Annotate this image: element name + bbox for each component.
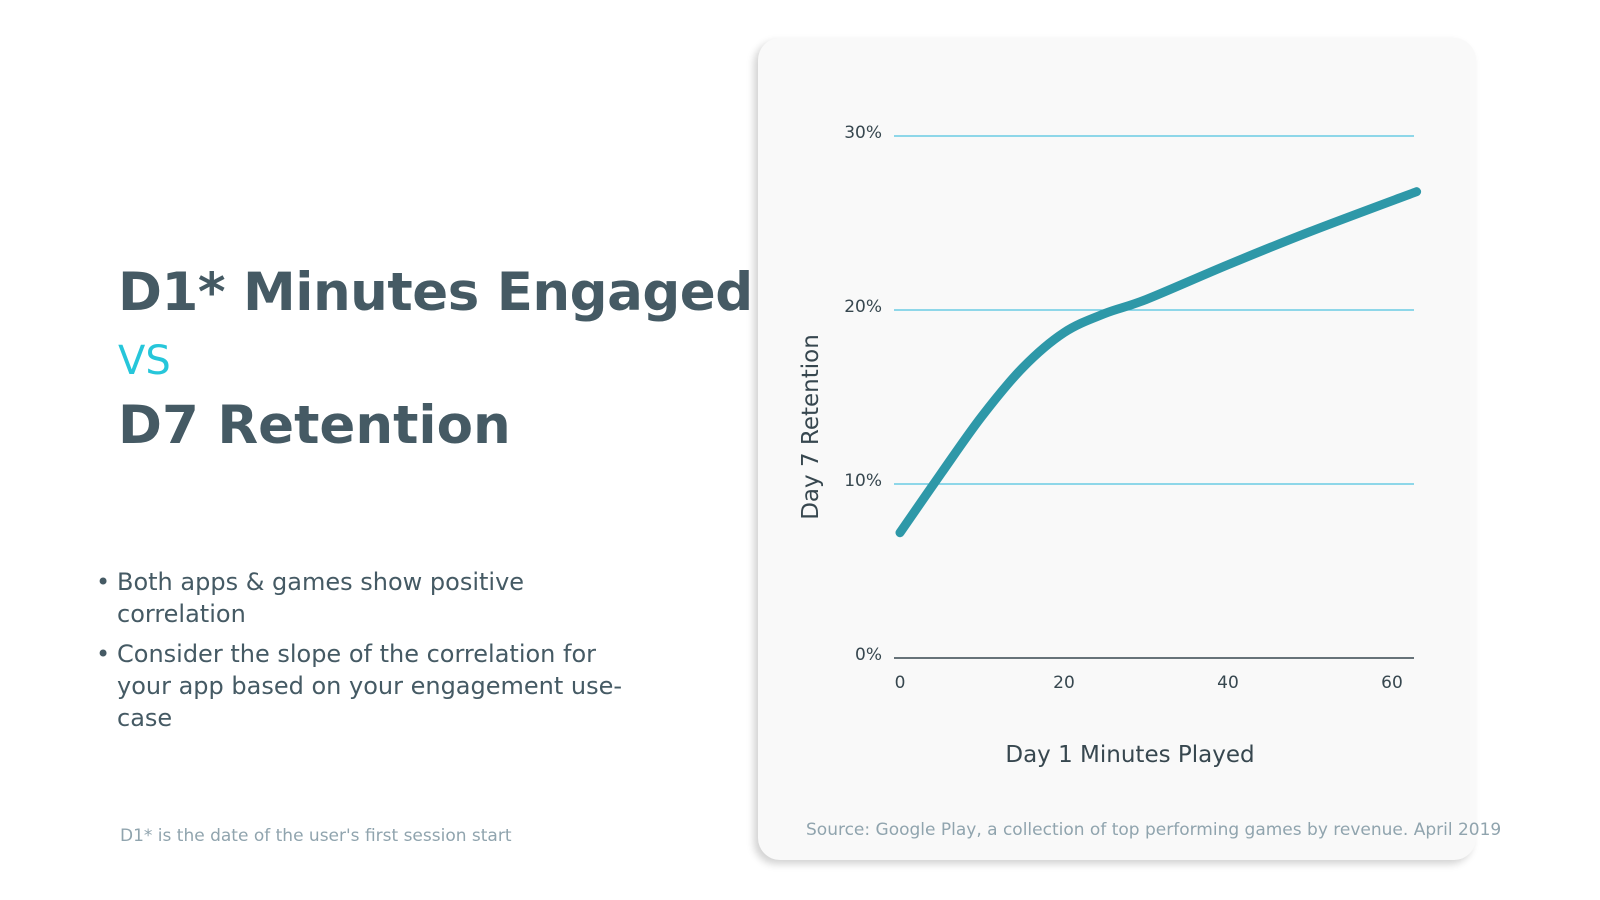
bullet-item: • Consider the slope of the correlation … bbox=[96, 638, 657, 734]
bullet-icon: • bbox=[96, 640, 111, 668]
bullet-icon: • bbox=[96, 568, 111, 596]
title-line-engaged: D1* Minutes Engaged bbox=[118, 262, 753, 323]
bullet-list: • Both apps & games show positive correl… bbox=[96, 566, 657, 742]
y-tick-label: 20% bbox=[844, 297, 882, 317]
y-tick-label: 0% bbox=[855, 645, 882, 665]
x-axis-label: Day 1 Minutes Played bbox=[1005, 742, 1254, 768]
footnote: D1* is the date of the user's first sess… bbox=[120, 826, 512, 846]
title-line-retention: D7 Retention bbox=[118, 395, 511, 456]
x-tick-label: 60 bbox=[1381, 673, 1403, 693]
title-vs: VS bbox=[118, 338, 171, 384]
line-chart: 0% 10% 20% 30% 0 20 40 60 Day 1 Minutes Played Da… bbox=[798, 123, 1422, 768]
x-tick-label: 40 bbox=[1217, 673, 1239, 693]
bullet-text: Consider the slope of the correlation fo… bbox=[117, 640, 623, 732]
bullet-item: • Both apps & games show positive correl… bbox=[96, 566, 657, 630]
source-note: Source: Google Play, a collection of top… bbox=[806, 820, 1502, 840]
y-tick-label: 10% bbox=[844, 471, 882, 491]
x-tick-label: 20 bbox=[1053, 673, 1075, 693]
x-tick-label: 0 bbox=[895, 673, 906, 693]
slide-title: D1* Minutes Engaged VS D7 Retention bbox=[118, 266, 753, 452]
chart-card: 0% 10% 20% 30% 0 20 40 60 Day 1 Minutes Played Da… bbox=[758, 38, 1501, 860]
y-tick-label: 30% bbox=[844, 123, 882, 143]
y-axis-label: Day 7 Retention bbox=[798, 334, 824, 520]
bullet-text: Both apps & games show positive correlat… bbox=[117, 568, 525, 628]
series-line bbox=[895, 187, 1422, 538]
